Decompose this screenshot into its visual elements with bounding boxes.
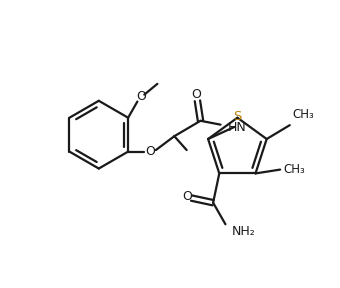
Text: O: O [182, 190, 192, 203]
Text: O: O [136, 90, 146, 103]
Text: O: O [191, 88, 201, 101]
Text: NH₂: NH₂ [232, 226, 255, 238]
Text: S: S [233, 110, 242, 123]
Text: CH₃: CH₃ [293, 108, 314, 121]
Text: CH₃: CH₃ [283, 163, 305, 176]
Text: O: O [146, 145, 155, 158]
Text: HN: HN [227, 121, 246, 134]
